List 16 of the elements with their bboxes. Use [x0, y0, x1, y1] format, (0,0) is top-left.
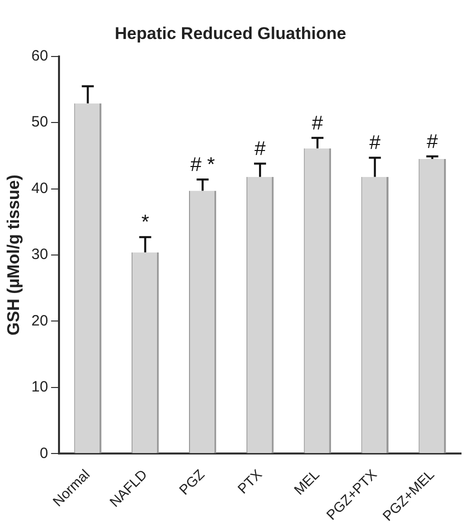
y-tick-label: 40 — [31, 180, 48, 197]
x-tick-label: MEL — [290, 466, 322, 498]
data-label: # — [369, 132, 382, 154]
data-label: # * — [190, 154, 216, 176]
chart-title: Hepatic Reduced Gluathione — [114, 24, 346, 43]
y-tick-label: 20 — [31, 312, 48, 330]
data-label: # — [426, 130, 439, 153]
data-label: * — [141, 212, 150, 234]
y-tick-label: 50 — [31, 114, 48, 131]
y-tick-label: 60 — [31, 48, 48, 65]
y-tick-label: 10 — [31, 378, 48, 396]
data-label: # — [312, 112, 324, 134]
y-tick-label: 30 — [31, 246, 48, 264]
y-tick-label: 0 — [40, 444, 48, 462]
y-axis-title: GSH (µMol/g tissue) — [4, 174, 23, 336]
data-label: # — [254, 138, 266, 160]
